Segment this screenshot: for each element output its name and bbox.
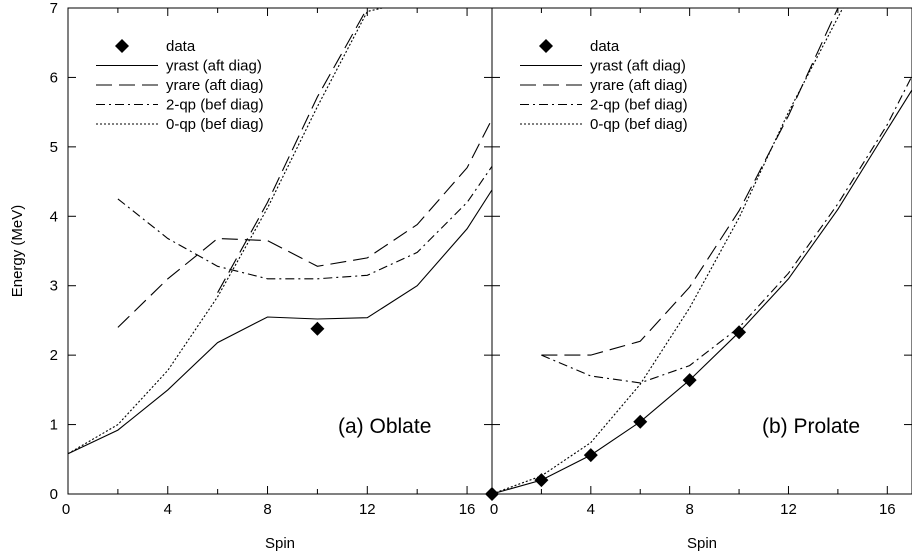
y-tick-label: 6 xyxy=(50,69,58,86)
y-tick-label: 5 xyxy=(50,139,58,156)
x-tick-label: 12 xyxy=(359,501,376,518)
panel-b-series xyxy=(492,8,912,494)
legend-yrast-label: yrast (aft diag) xyxy=(166,58,262,75)
x-tick-label: 0 xyxy=(490,501,498,518)
panel-b-data-points xyxy=(485,325,747,501)
legend-data-label: data xyxy=(166,38,196,55)
legend-yrare-label: yrare (aft diag) xyxy=(166,77,264,94)
legend-data-marker xyxy=(115,39,129,53)
x-tick-label: 4 xyxy=(164,501,172,518)
series-qp0-line xyxy=(68,8,383,455)
panel-b-label: (b) Prolate xyxy=(762,415,860,438)
data-point xyxy=(485,487,499,501)
x-tick-label: 8 xyxy=(685,501,693,518)
data-point xyxy=(633,414,648,429)
legend-qp2-label: 2-qp (bef diag) xyxy=(166,97,264,114)
panel-b-axes: 0 4 8 12 16 xyxy=(490,7,912,518)
y-tick-label: 1 xyxy=(50,417,58,434)
data-point xyxy=(534,473,549,488)
series-qp2-line xyxy=(117,165,492,280)
series-yrare-line xyxy=(117,118,492,328)
series-yrast-line xyxy=(492,89,912,494)
panel-a-label: (a) Oblate xyxy=(338,415,431,438)
panel-b-x-axis-label: Spin xyxy=(687,535,717,552)
legend-data-label: data xyxy=(590,38,620,55)
x-tick-label: 8 xyxy=(263,501,271,518)
y-tick-label: 7 xyxy=(50,0,58,17)
y-axis-label: Energy (MeV) xyxy=(9,205,26,298)
panel-b-legend: data yrast (aft diag) yrare (aft diag) 2-qp… xyxy=(520,38,688,133)
series-qp0_aft-line xyxy=(217,8,375,293)
data-point xyxy=(583,448,598,463)
series-yrast-line xyxy=(68,189,492,455)
y-tick-label: 2 xyxy=(50,347,58,364)
series-yrare-line xyxy=(541,8,851,356)
x-tick-label: 16 xyxy=(459,501,476,518)
x-tick-label: 12 xyxy=(780,501,797,518)
panel-a-legend: data yrast (aft diag) yrare (aft diag) 2-qp… xyxy=(96,38,264,133)
panel-a-series xyxy=(68,8,492,455)
data-point xyxy=(682,373,697,388)
legend-qp0-label: 0-qp (bef diag) xyxy=(166,116,264,133)
y-tick-label: 4 xyxy=(50,208,58,225)
y-tick-label: 0 xyxy=(50,486,58,503)
legend-qp2-label: 2-qp (bef diag) xyxy=(590,97,688,114)
panel-a-x-axis-label: Spin xyxy=(265,535,295,552)
series-qp2-line xyxy=(541,75,912,384)
y-tick-label: 3 xyxy=(50,278,58,295)
x-tick-label: 16 xyxy=(879,501,896,518)
data-point xyxy=(310,321,325,336)
legend-yrare-label: yrare (aft diag) xyxy=(590,77,688,94)
legend-data-marker xyxy=(539,39,553,53)
panel-b-frame xyxy=(491,7,912,495)
data-point xyxy=(732,325,747,340)
x-tick-label: 0 xyxy=(62,501,70,518)
legend-yrast-label: yrast (aft diag) xyxy=(590,58,686,75)
panel-a-data-points xyxy=(310,321,325,336)
x-tick-label: 4 xyxy=(587,501,595,518)
legend-qp0-label: 0-qp (bef diag) xyxy=(590,116,688,133)
